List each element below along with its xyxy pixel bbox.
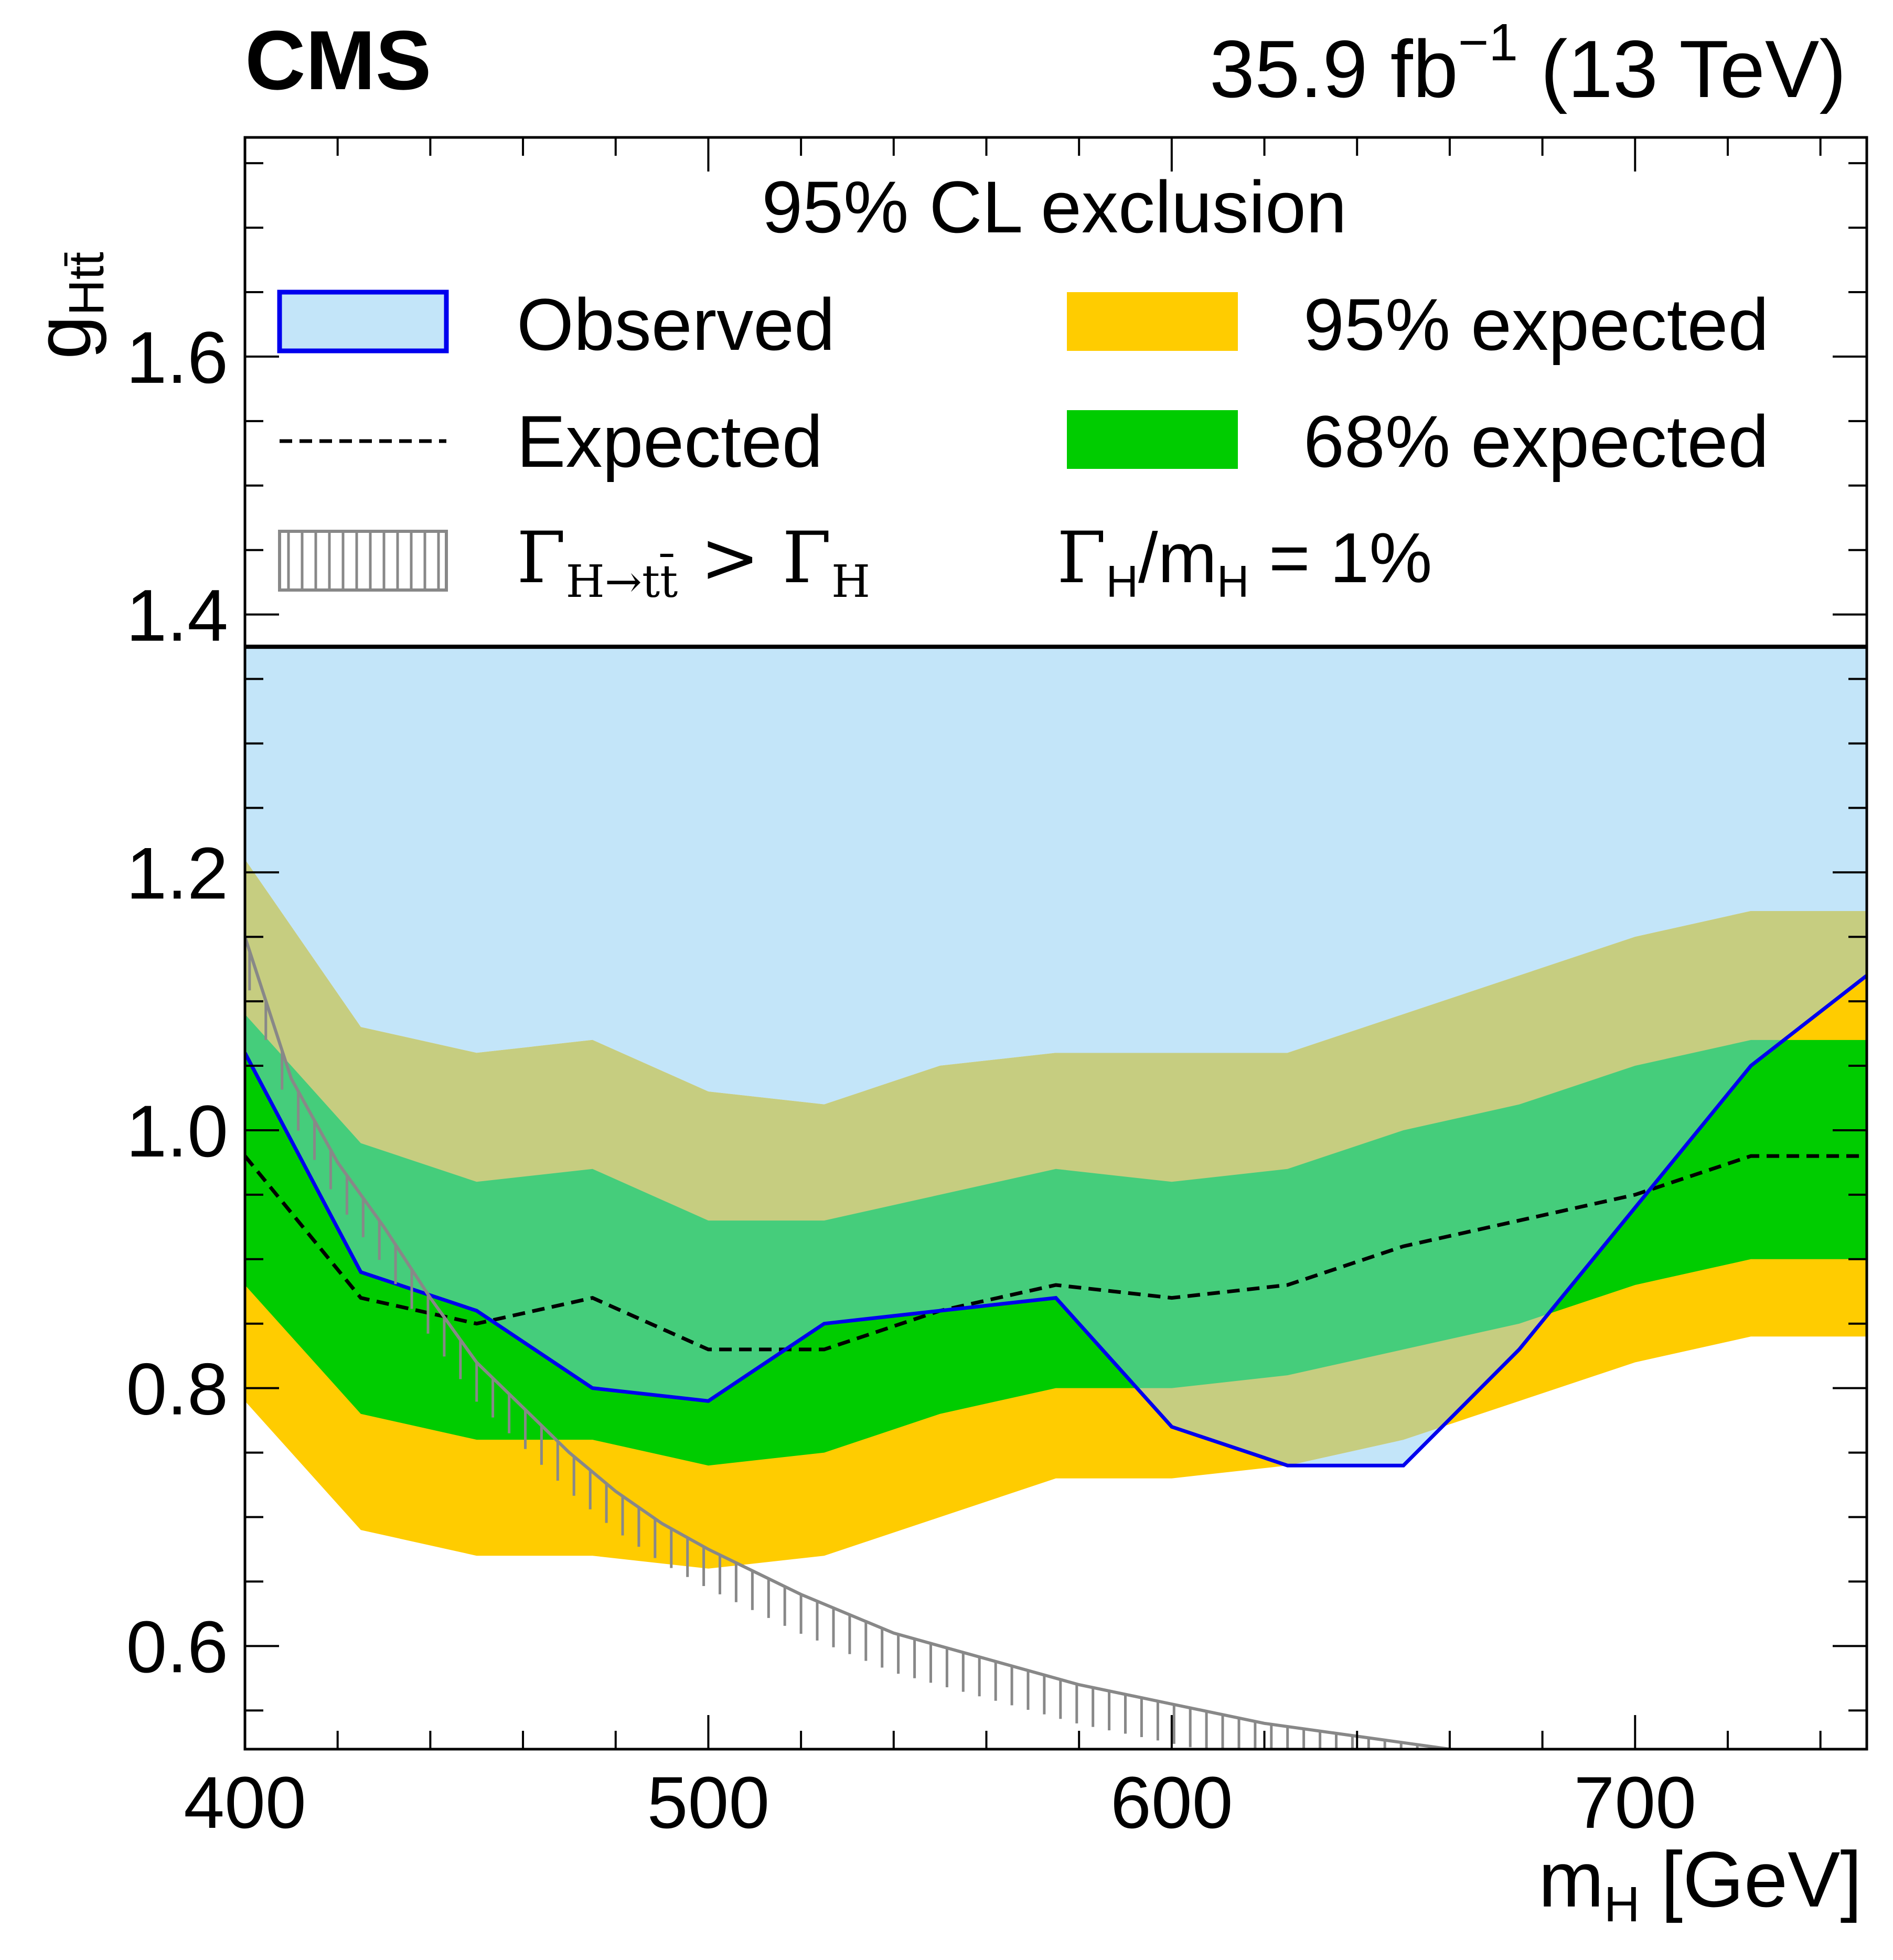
y-tick-label: 1.2 (126, 832, 228, 914)
expected-line (245, 1154, 1867, 1352)
legend-width-mid: /m (1138, 518, 1217, 597)
lumi-energy: (13 TeV) (1518, 24, 1846, 114)
plot-area (245, 645, 1867, 1569)
lumi-value: 35.9 fb (1210, 24, 1458, 114)
legend-hatch-frame (278, 530, 448, 592)
legend-width-gamma: Γ (1057, 517, 1106, 599)
legend-unphysical-swatch (278, 530, 448, 592)
experiment-label: CMS (245, 13, 432, 107)
legend-band68-label: 68% expected (1303, 400, 1769, 483)
band-overlap-group (245, 859, 1867, 1466)
unphysical-boundary-line (245, 936, 1461, 1749)
x-axis-title-sub: H (1604, 1877, 1640, 1932)
plot-frame (243, 136, 1868, 1751)
x-axis-title-main: m (1538, 1835, 1604, 1923)
x-tick-label: 600 (1110, 1761, 1233, 1844)
axes: 400 500 600 700 0.6 0.8 1.0 1.2 1.4 1.6 (126, 137, 1867, 1844)
y-tick-label: 1.4 (126, 574, 228, 657)
legend-observed-label: Observed (517, 283, 835, 366)
legend-width-end: = 1% (1249, 518, 1432, 597)
x-axis-title-unit: [GeV] (1661, 1835, 1863, 1923)
y-tick-label: 0.6 (126, 1605, 228, 1688)
legend-unphysical-label: ΓH→tt̄ > ΓH (517, 517, 870, 608)
legend: 95% CL exclusion Observed Expected ΓH→tt… (277, 166, 1769, 608)
observed-line (245, 974, 1867, 1468)
x-tick-label: 700 (1574, 1761, 1696, 1844)
y-axis-title: gHtt̄ (19, 252, 114, 359)
legend-width-label: ΓH/mH = 1% (1057, 517, 1432, 607)
legend-unphysical-gamma: Γ (517, 517, 566, 599)
y-tick-label: 1.6 (126, 316, 228, 399)
lumi-exponent: −1 (1458, 13, 1518, 72)
legend-band95-label: 95% expected (1303, 283, 1769, 366)
y-tick-label: 1.0 (126, 1090, 228, 1172)
y-axis-title-sub: Htt̄ (59, 252, 114, 315)
legend-width-sub2: H (1217, 557, 1249, 607)
legend-title: 95% CL exclusion (762, 166, 1346, 248)
legend-unphysical-sub: H→tt̄ (566, 554, 678, 608)
x-tick-label: 400 (184, 1761, 306, 1844)
legend-unphysical-rel: > Γ (678, 517, 831, 599)
y-axis-title-main: g (19, 316, 107, 359)
legend-unphysical-sub2: H (831, 556, 870, 608)
luminosity-label: 35.9 fb−1 (13 TeV) (1210, 13, 1846, 114)
legend-observed-swatch (277, 290, 449, 354)
y-tick-label: 0.8 (126, 1348, 228, 1430)
x-tick-label: 500 (647, 1761, 770, 1844)
legend-expected-label: Expected (517, 400, 823, 483)
unphysical-region (245, 936, 1461, 1749)
legend-band95-swatch (1067, 292, 1238, 351)
legend-band68-swatch (1067, 410, 1238, 469)
band68-over-observed (245, 1014, 1867, 1466)
legend-width-sub: H (1106, 557, 1138, 607)
x-axis-title: mH [GeV] (1538, 1835, 1862, 1932)
